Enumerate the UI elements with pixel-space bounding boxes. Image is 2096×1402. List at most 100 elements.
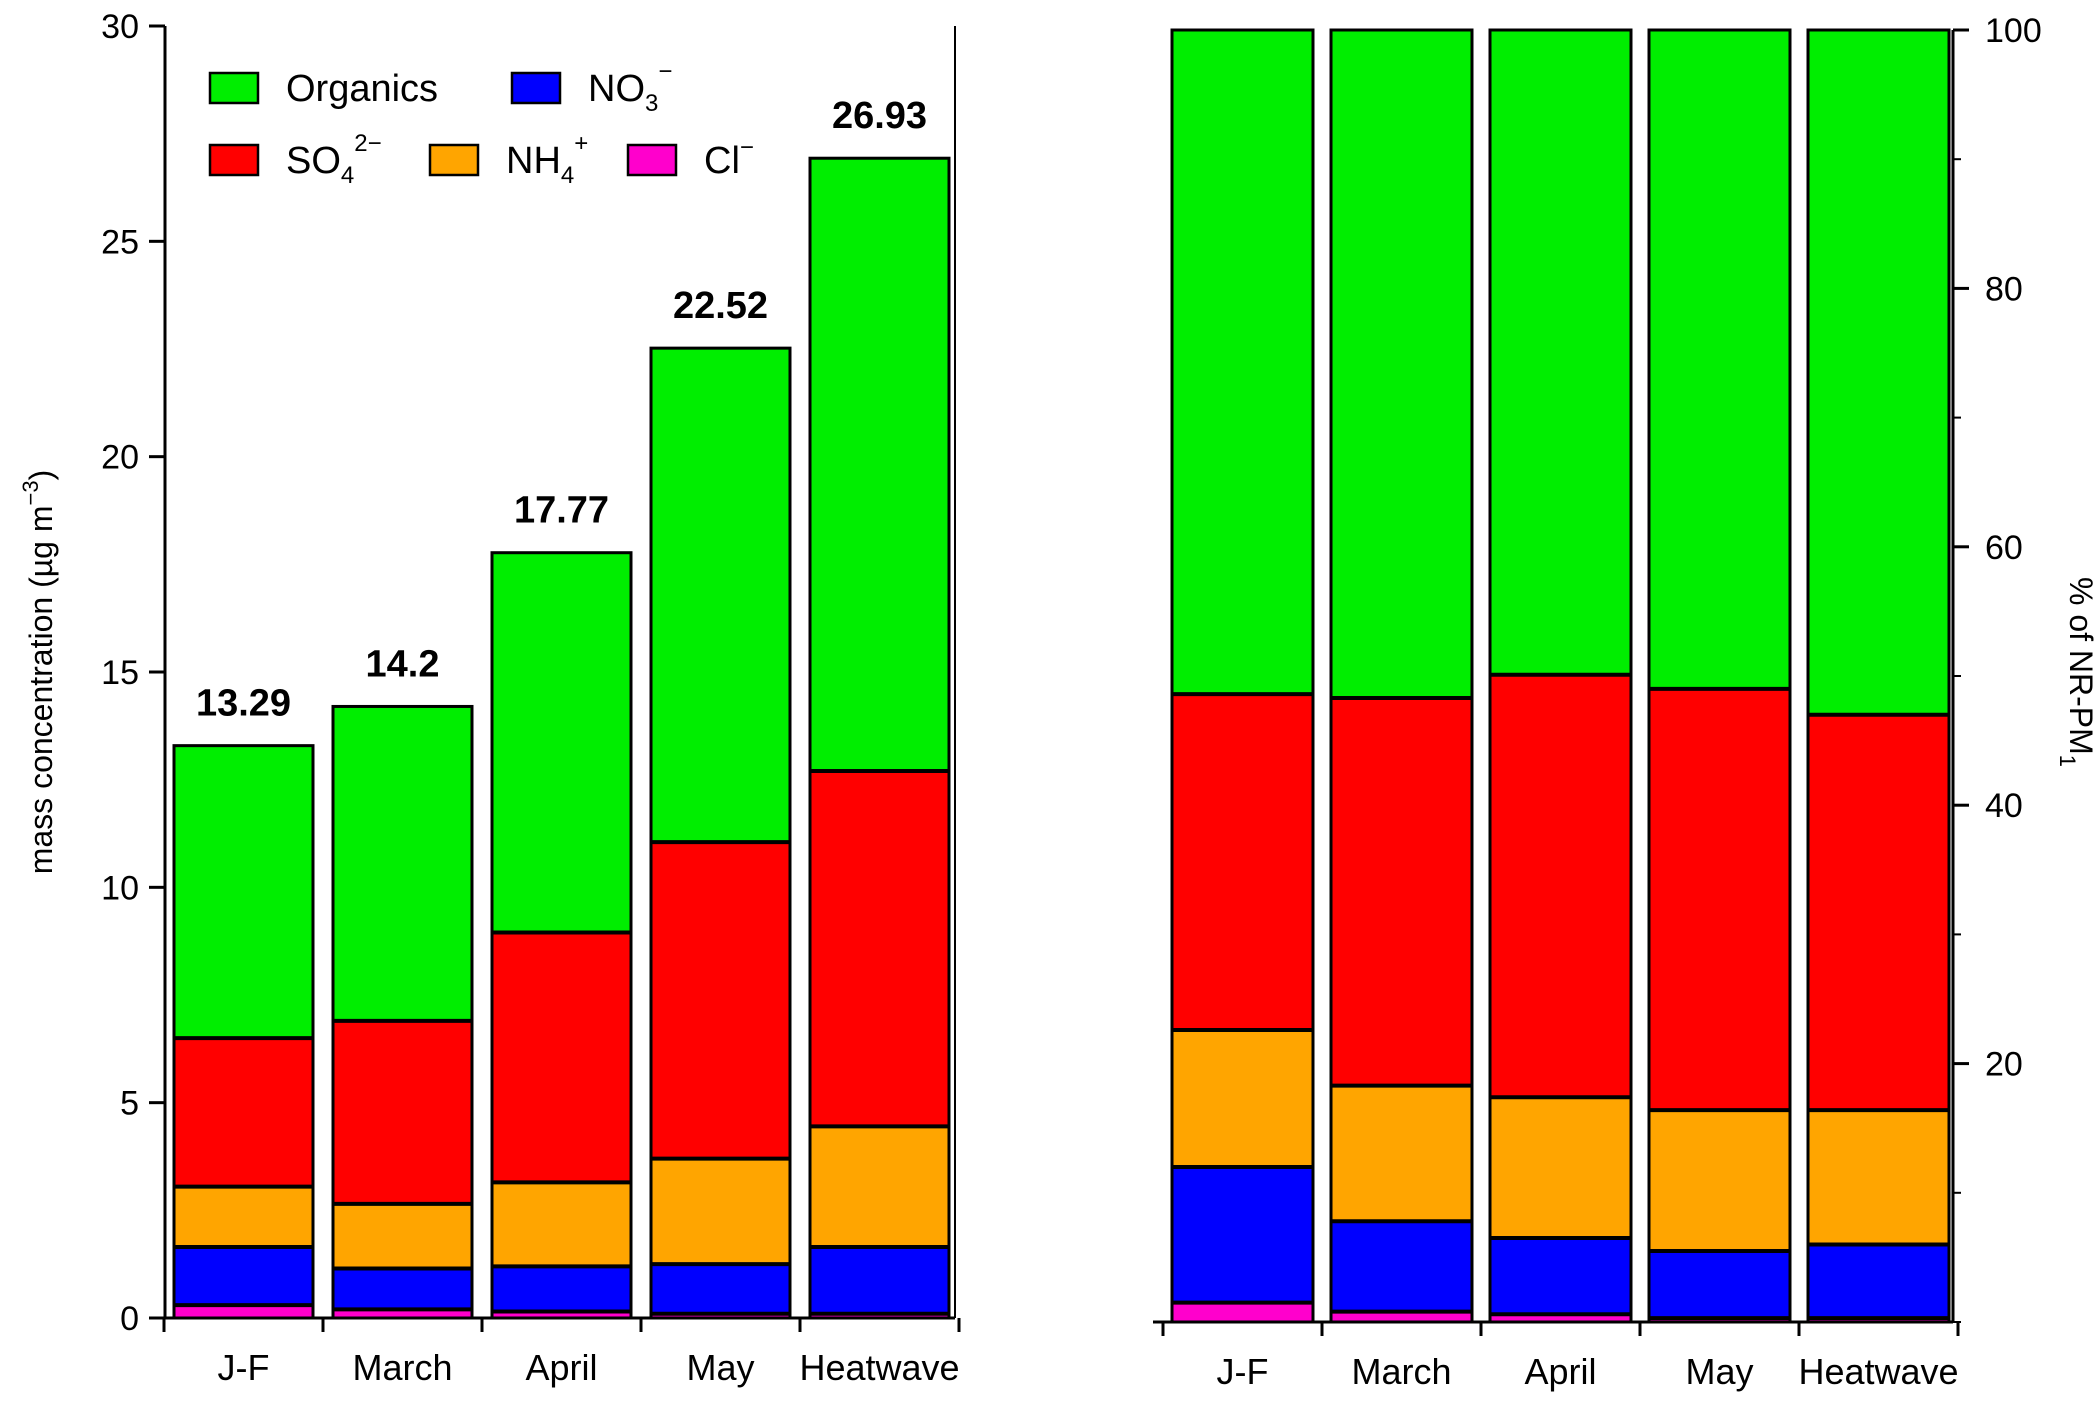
right-y-axis-title: % of NR-PM1	[2055, 577, 2096, 767]
left-y-axis-title: mass concentration (µg m−3)	[18, 470, 59, 875]
bar-segment-no3-march	[1331, 1221, 1472, 1312]
y-tick-label-5: 5	[120, 1085, 139, 1123]
left-y-axis-title-close: )	[23, 470, 59, 481]
y-tick-label-60: 60	[1985, 529, 2023, 567]
bar-segment-cl-j-f	[1172, 1302, 1313, 1322]
category-label-may: May	[1685, 1351, 1753, 1392]
right-chart-panel: 20 40 60 80 100 J-F March April May Heatwave % o…	[1153, 12, 2096, 1392]
legend-swatch-so4	[208, 143, 260, 177]
bar-segment-so4-j-f	[1172, 694, 1313, 1031]
bar-segment-cl-april	[492, 1311, 631, 1318]
legend-label-nh4: NH4+	[506, 130, 588, 189]
total-label-j-f: 13.29	[196, 683, 291, 725]
bar-segment-no3-may	[1649, 1250, 1790, 1319]
bar-segment-organics-march	[1331, 30, 1472, 698]
total-label-april: 17.77	[514, 490, 609, 532]
bar-segment-organics-may	[1649, 30, 1790, 689]
left-x-ticks	[162, 1318, 961, 1332]
legend-label-organics: Organics	[286, 68, 438, 110]
bar-segment-organics-march	[333, 706, 472, 1021]
bar-segment-so4-april	[1490, 674, 1631, 1098]
category-label-april: April	[1524, 1351, 1596, 1392]
bar-segment-cl-april	[1490, 1314, 1631, 1322]
bar-segment-no3-j-f	[174, 1246, 313, 1306]
bar-segment-no3-march	[333, 1268, 472, 1310]
y-tick-label-10: 10	[101, 869, 139, 907]
left-category-labels: J-F March April May Heatwave	[218, 1347, 960, 1388]
left-y-axis-title-sup: −3	[18, 480, 43, 505]
bar-segment-organics-j-f	[174, 745, 313, 1039]
bar-segment-no3-heatwave	[810, 1246, 949, 1314]
bar-segment-organics-april	[1490, 30, 1631, 675]
right-bars	[1170, 28, 1951, 1324]
left-total-labels: 13.29 14.2 17.77 22.52 26.93	[196, 95, 927, 724]
bar-segment-organics-april	[492, 552, 631, 933]
bar-segment-so4-heatwave	[810, 771, 949, 1127]
bar-segment-nh4-march	[1331, 1085, 1472, 1222]
y-tick-label-40: 40	[1985, 787, 2023, 825]
bar-segment-cl-march	[333, 1309, 472, 1318]
right-y-axis-title-main: % of NR-PM	[2063, 577, 2096, 755]
bar-segment-nh4-april	[1490, 1097, 1631, 1239]
bar-segment-so4-march	[1331, 697, 1472, 1086]
legend-swatch-nh4	[428, 143, 480, 177]
right-category-labels: J-F March April May Heatwave	[1217, 1351, 1959, 1392]
legend-swatch-organics	[208, 71, 260, 105]
y-tick-label-0: 0	[120, 1300, 139, 1338]
y-tick-label-15: 15	[101, 654, 139, 692]
bar-segment-organics-heatwave	[1808, 30, 1949, 715]
total-label-may: 22.52	[673, 285, 768, 327]
category-label-j-f: J-F	[218, 1347, 270, 1388]
left-chart-panel: 13.29 14.2 17.77 22.52 26.93 0 5 10 15 20 25 30 J-…	[18, 8, 961, 1388]
total-label-heatwave: 26.93	[832, 95, 927, 137]
left-y-ticks: 0 5 10 15 20 25 30	[101, 8, 165, 1338]
right-x-ticks	[1161, 1322, 1960, 1336]
category-label-heatwave: Heatwave	[1798, 1351, 1958, 1392]
total-label-march: 14.2	[366, 643, 440, 685]
bar-segment-cl-j-f	[174, 1305, 313, 1318]
bar-segment-nh4-may	[1649, 1110, 1790, 1251]
bar-segment-so4-may	[1649, 688, 1790, 1111]
bar-segment-so4-heatwave	[1808, 714, 1949, 1111]
y-tick-label-100: 100	[1985, 12, 2042, 50]
bar-segment-no3-april	[492, 1266, 631, 1312]
y-tick-label-25: 25	[101, 223, 139, 261]
category-label-heatwave: Heatwave	[799, 1347, 959, 1388]
y-tick-label-80: 80	[1985, 270, 2023, 308]
legend-swatch-no3	[510, 71, 562, 105]
bar-segment-nh4-march	[333, 1203, 472, 1269]
bar-segment-organics-j-f	[1172, 30, 1313, 695]
legend-swatch-cl	[626, 143, 678, 177]
bar-segment-nh4-heatwave	[810, 1126, 949, 1247]
legend: Organics NO3− SO42− NH4+ Cl−	[208, 58, 754, 189]
right-y-ticks: 20 40 60 80 100	[1953, 12, 2042, 1323]
y-tick-label-30: 30	[101, 8, 139, 46]
bar-segment-so4-march	[333, 1020, 472, 1204]
legend-label-cl: Cl−	[704, 134, 754, 182]
y-tick-label-20: 20	[1985, 1046, 2023, 1084]
category-label-j-f: J-F	[1217, 1351, 1269, 1392]
bar-segment-nh4-j-f	[174, 1186, 313, 1247]
bar-segment-no3-may	[651, 1264, 790, 1314]
left-bars	[172, 156, 951, 1320]
bar-segment-cl-heatwave	[810, 1313, 949, 1318]
bar-segment-nh4-may	[651, 1158, 790, 1265]
bar-segment-nh4-april	[492, 1182, 631, 1267]
bar-segment-no3-april	[1490, 1238, 1631, 1315]
bar-segment-nh4-j-f	[1172, 1030, 1313, 1167]
bar-segment-nh4-heatwave	[1808, 1110, 1949, 1245]
bar-segment-so4-april	[492, 932, 631, 1183]
category-label-may: May	[686, 1347, 754, 1388]
y-tick-label-20: 20	[101, 439, 139, 477]
legend-label-no3: NO3−	[588, 58, 672, 117]
bar-segment-no3-heatwave	[1808, 1244, 1949, 1319]
bar-segment-no3-j-f	[1172, 1166, 1313, 1303]
category-label-april: April	[525, 1347, 597, 1388]
bar-segment-cl-may	[651, 1313, 790, 1318]
bar-segment-so4-may	[651, 842, 790, 1159]
right-y-axis-title-sub: 1	[2055, 755, 2080, 767]
legend-label-so4: SO42−	[286, 130, 382, 189]
bar-segment-so4-j-f	[174, 1038, 313, 1187]
category-label-march: March	[1351, 1351, 1451, 1392]
